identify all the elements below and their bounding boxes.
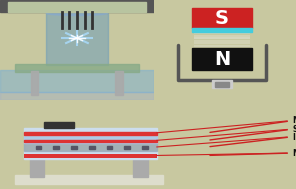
Bar [142,146,148,149]
Text: S: S [215,9,229,28]
Bar [24,136,157,143]
Bar [24,143,157,151]
Bar [15,64,139,72]
Bar [8,2,146,12]
Bar [31,71,38,95]
Text: Substrate (IDE): Substrate (IDE) [293,125,296,134]
Bar [24,128,157,135]
Bar [192,48,252,70]
Bar [46,13,108,65]
Bar [24,140,157,142]
Bar [192,8,252,28]
Bar [212,80,232,88]
Text: Iron wire: Iron wire [293,132,296,142]
Bar [71,146,77,149]
Bar [215,82,229,87]
Text: Magnet (S): Magnet (S) [293,116,296,125]
Bar [24,154,157,158]
Text: N: N [214,50,230,69]
Bar [44,122,74,128]
Bar [24,132,157,135]
Bar [133,158,148,177]
Bar [107,146,112,149]
Bar [15,175,163,184]
Bar [30,158,44,177]
Bar [115,71,123,95]
Ellipse shape [46,11,108,15]
Bar [192,28,252,32]
Bar [0,92,154,100]
Bar [36,146,41,149]
Text: Magnet (N): Magnet (N) [293,149,296,158]
Bar [124,146,130,149]
Bar [0,70,154,92]
Bar [89,146,95,149]
Bar [0,0,154,12]
Bar [53,146,59,149]
Bar [24,151,157,159]
